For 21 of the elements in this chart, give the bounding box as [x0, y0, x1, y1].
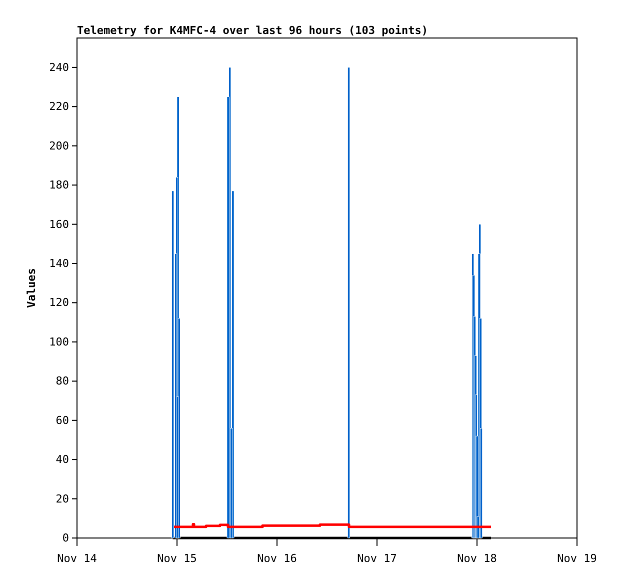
y-tick-label: 140 [49, 257, 69, 270]
x-tick-label: Nov 17 [357, 552, 397, 566]
y-tick-label: 160 [49, 218, 69, 231]
x-tick-label: Nov 19 [557, 552, 597, 566]
x-tick-label: Nov 14 [57, 552, 98, 566]
y-tick-label: 200 [49, 139, 69, 152]
chart-title: Telemetry for K4MFC-4 over last 96 hours (103 points) [77, 24, 428, 37]
x-tick-label: Nov 15 [157, 552, 197, 566]
y-tick-label: 0 [62, 532, 69, 545]
y-tick-label: 240 [49, 60, 69, 74]
y-tick-label: 20 [56, 492, 69, 506]
x-tick-label: Nov 16 [257, 552, 297, 566]
y-tick-label: 80 [56, 374, 69, 388]
y-tick-label: 120 [49, 296, 69, 310]
y-axis-title: Values [25, 268, 38, 308]
y-tick-label: 220 [49, 100, 69, 114]
y-tick-label: 180 [49, 178, 69, 192]
y-tick-label: 100 [49, 335, 69, 348]
y-tick-label: 60 [56, 414, 69, 427]
x-tick-label: Nov 18 [457, 552, 497, 566]
y-tick-label: 40 [56, 453, 69, 466]
